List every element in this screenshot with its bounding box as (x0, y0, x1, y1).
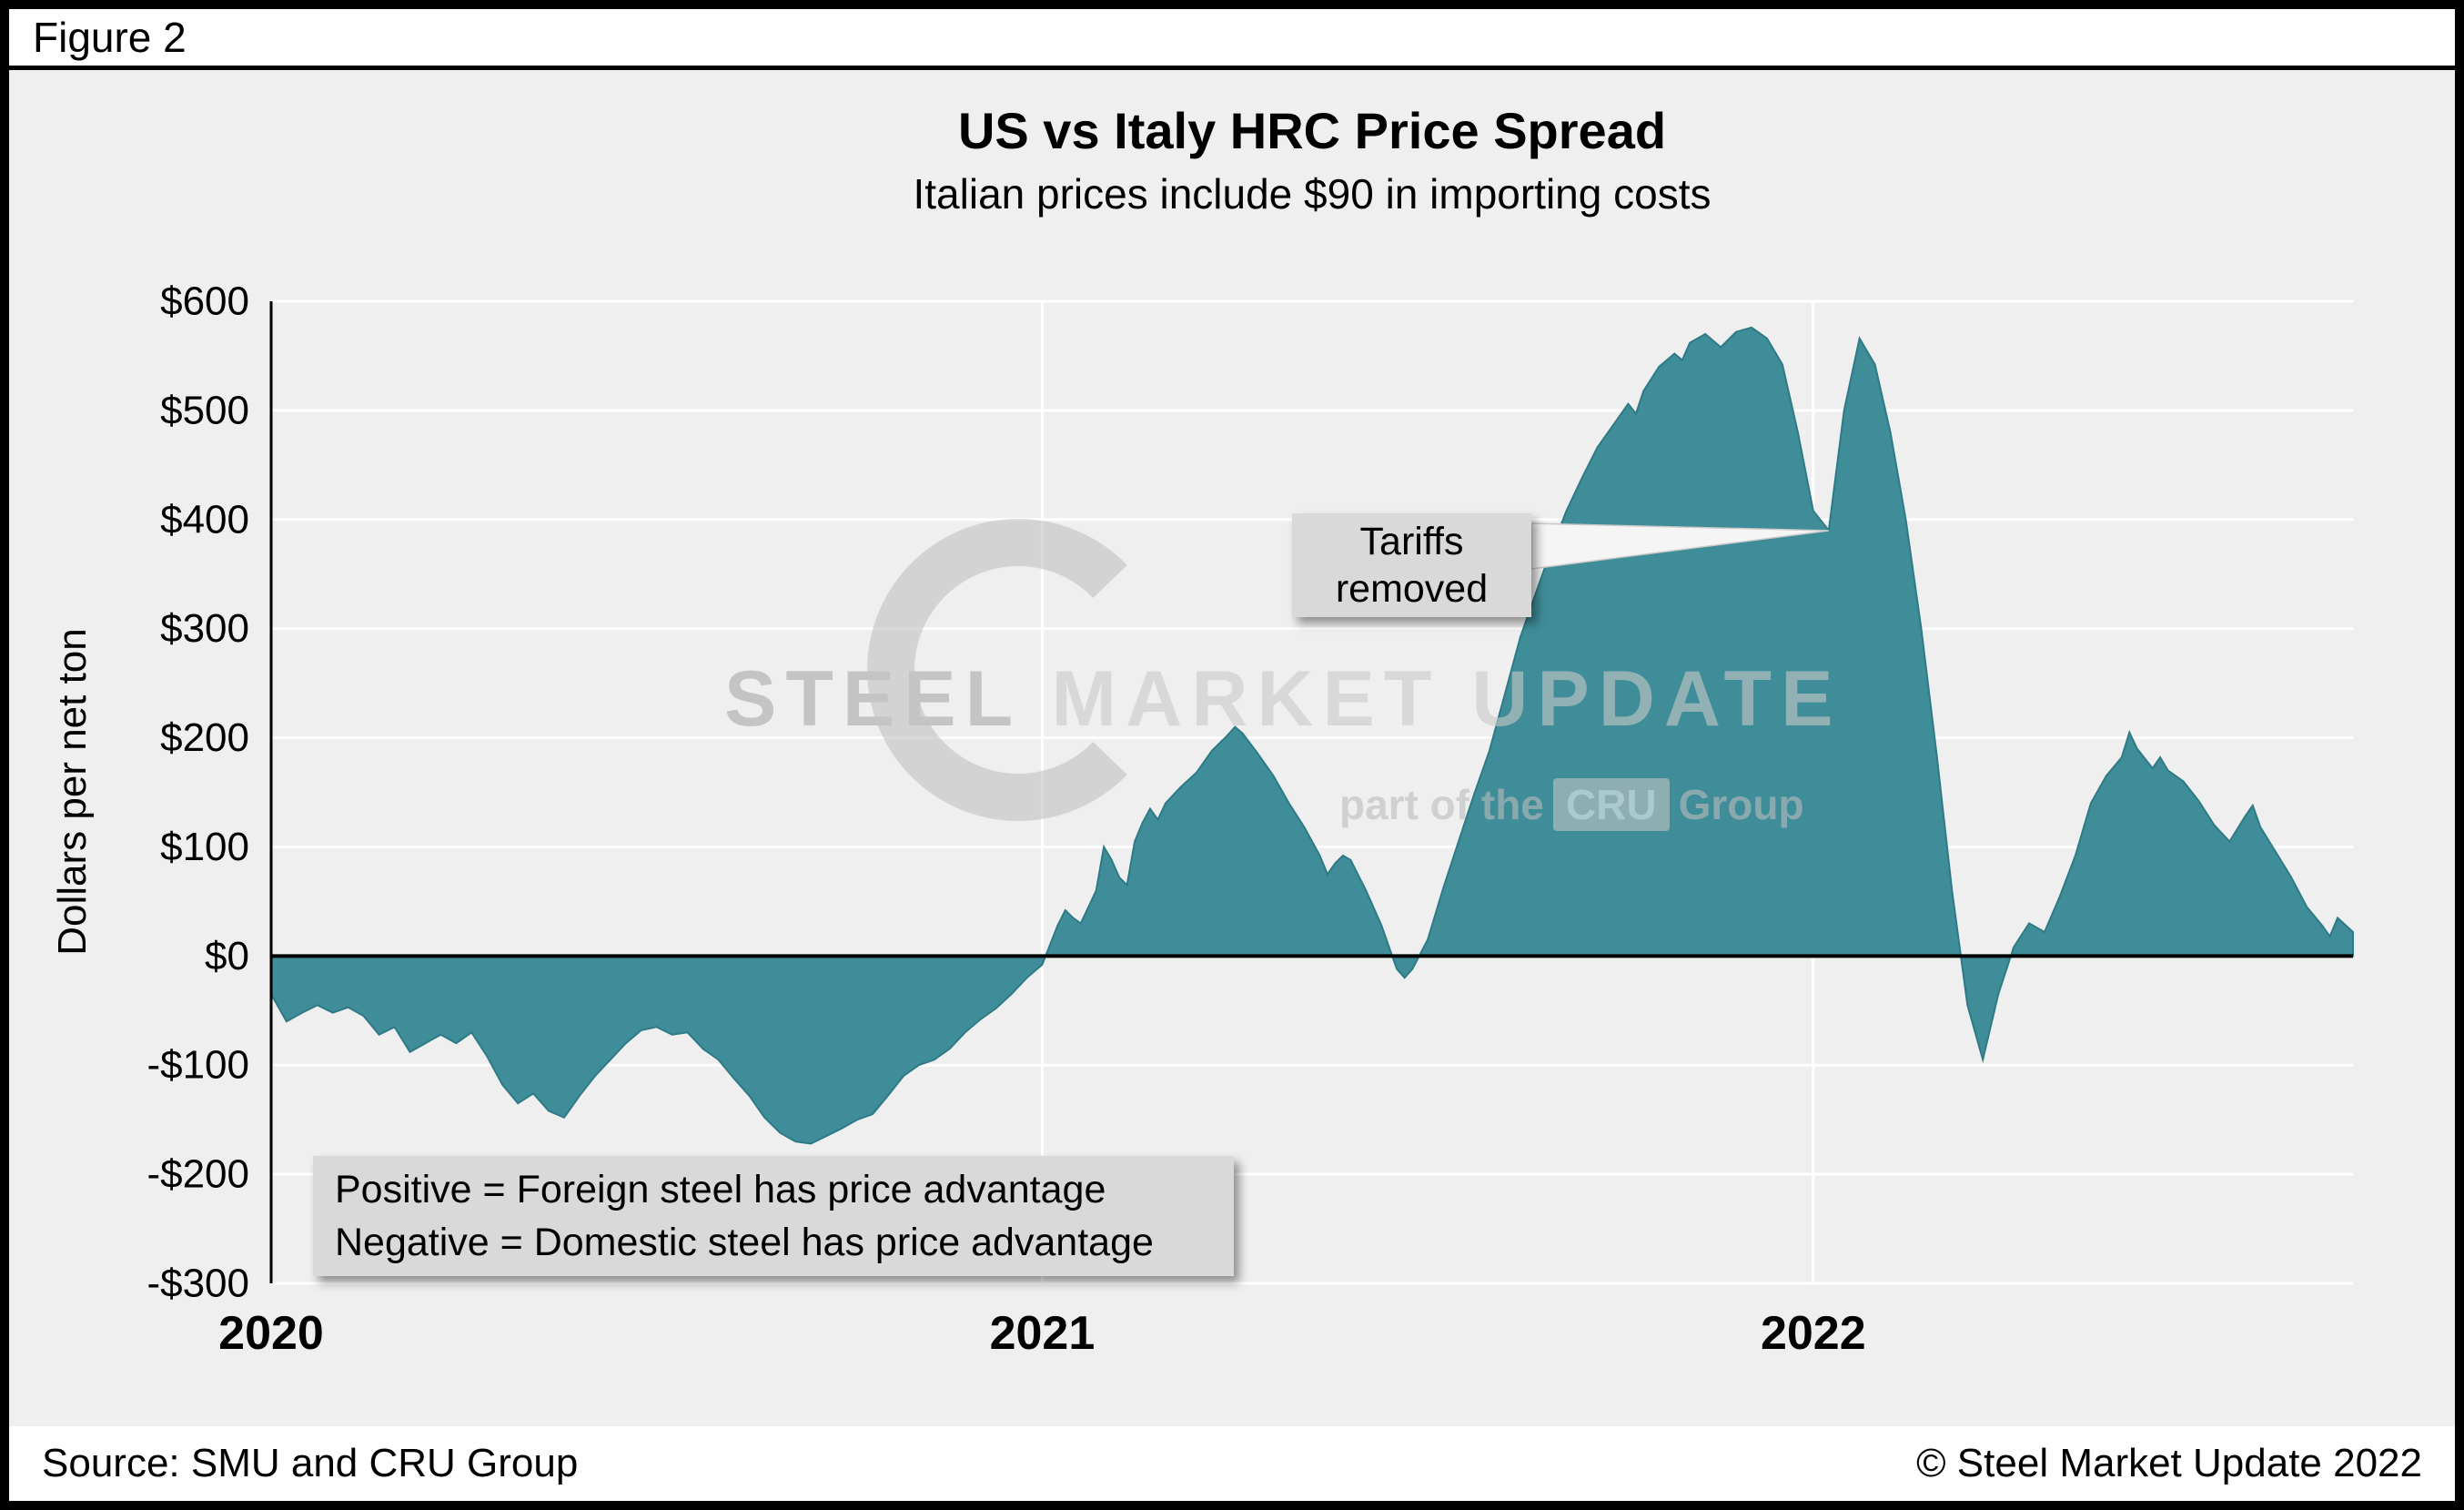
svg-text:$100: $100 (160, 825, 249, 869)
annotation-legend-line1: Positive = Foreign steel has price advan… (335, 1168, 1106, 1211)
source-text: Source: SMU and CRU Group (42, 1441, 579, 1485)
chart-section: STEEL MARKET UPDATE part of the CRU Group … (9, 70, 2455, 1426)
svg-text:-$300: -$300 (146, 1262, 249, 1306)
y-axis-title: Dollars per net ton (50, 628, 95, 956)
svg-text:2020: 2020 (218, 1307, 324, 1360)
figure-label: Figure 2 (33, 14, 187, 61)
svg-text:$500: $500 (160, 388, 249, 432)
chart-subtitle: Italian prices include $90 in importing … (913, 170, 1712, 218)
figure-footer: Source: SMU and CRU Group © Steel Market… (9, 1426, 2455, 1501)
svg-text:$0: $0 (205, 934, 249, 978)
annotation-tariffs-line2: removed (1335, 567, 1489, 611)
header-divider (9, 66, 2455, 70)
annotation-tariffs-line1: Tariffs (1359, 520, 1464, 563)
svg-text:$400: $400 (160, 497, 249, 542)
svg-text:-$100: -$100 (146, 1043, 249, 1088)
figure-header: Figure 2 (9, 9, 2455, 66)
svg-text:$300: $300 (160, 606, 249, 651)
svg-text:2022: 2022 (1761, 1307, 1866, 1360)
svg-text:2021: 2021 (990, 1307, 1096, 1360)
copyright-text: © Steel Market Update 2022 (1916, 1441, 2422, 1485)
chart-titles: US vs Italy HRC Price Spread Italian pri… (271, 101, 2353, 218)
chart-title: US vs Italy HRC Price Spread (957, 102, 1667, 159)
svg-text:-$200: -$200 (146, 1152, 249, 1197)
svg-text:$600: $600 (160, 279, 249, 324)
annotation-legend-line2: Negative = Domestic steel has price adva… (335, 1221, 1154, 1264)
svg-text:$200: $200 (160, 715, 249, 760)
annotation-tariffs-removed: Tariffs removed (1292, 513, 1531, 617)
annotation-legend-note: Positive = Foreign steel has price advan… (313, 1156, 1234, 1276)
